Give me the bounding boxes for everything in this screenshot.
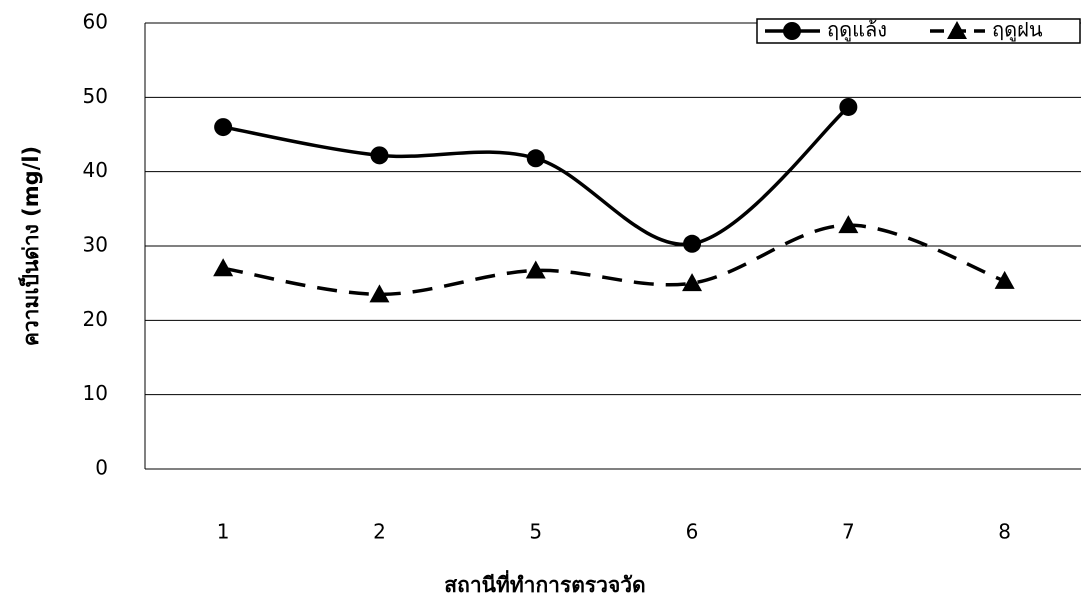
point [213, 258, 234, 277]
y-axis-title: ความเป็นด่าง (mg/l) [17, 146, 43, 346]
x-tick-label: 1 [217, 520, 230, 544]
y-tick-label: 60 [83, 10, 108, 34]
point [526, 149, 545, 168]
point [525, 260, 546, 279]
point [683, 234, 702, 253]
x-tick-label: 2 [373, 520, 386, 544]
y-tick-label: 0 [95, 456, 108, 480]
point [783, 22, 801, 40]
x-tick-label: 8 [998, 520, 1011, 544]
x-axis-title: สถานีที่ทำการตรวจวัด [444, 569, 645, 597]
legend-label: ฤดูฝน [992, 18, 1043, 43]
series-line [222, 105, 850, 247]
y-tick-label: 20 [83, 307, 108, 331]
point [369, 284, 390, 303]
legend-label: ฤดูแล้ง [827, 18, 887, 43]
point [994, 270, 1015, 289]
point [838, 215, 859, 234]
point [370, 146, 389, 165]
y-tick-label: 10 [83, 381, 108, 405]
point [947, 21, 967, 39]
x-tick-label: 5 [529, 520, 542, 544]
series-line [222, 223, 1006, 297]
y-tick-label: 50 [83, 84, 108, 108]
x-tick-label: 6 [686, 520, 699, 544]
point [839, 97, 858, 116]
point [214, 118, 233, 137]
legend: ฤดูแล้ง ฤดูฝน [756, 18, 1081, 44]
y-tick-label: 40 [83, 158, 108, 182]
y-tick-label: 30 [83, 233, 108, 257]
point [682, 273, 703, 292]
x-tick-label: 7 [842, 520, 855, 544]
